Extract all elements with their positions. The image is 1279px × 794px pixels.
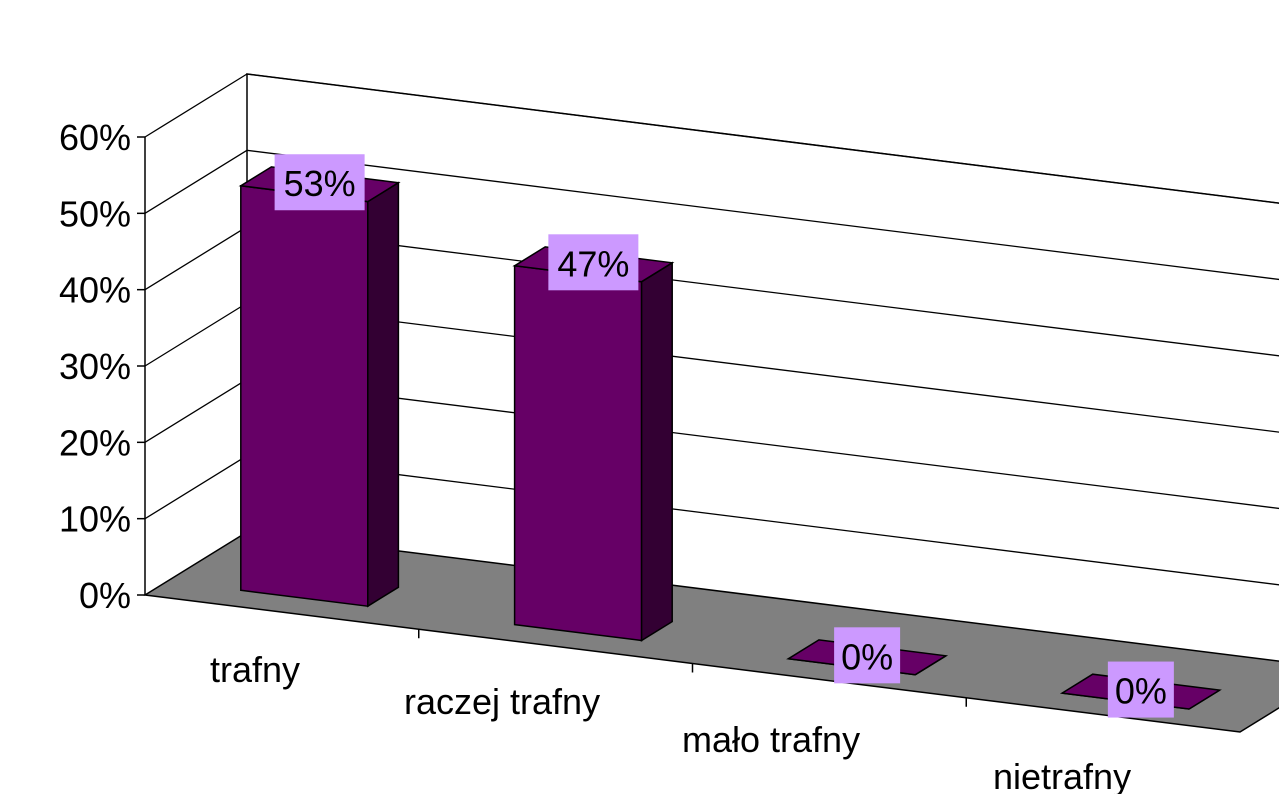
bar (512, 246, 675, 642)
y-tick-label: 0% (79, 575, 131, 616)
data-label: 47% (548, 234, 639, 291)
category-label: trafny (210, 649, 300, 690)
y-tick-label: 60% (59, 117, 131, 158)
category-labels: trafny raczej trafny mało trafny nietrafny (210, 649, 1131, 794)
y-tick-label: 30% (59, 346, 131, 387)
data-label-bg (274, 154, 365, 211)
data-label-text: 53% (284, 163, 356, 204)
data-label-bg (834, 627, 901, 684)
chart-floor (142, 531, 1279, 733)
data-label-text: 0% (1115, 671, 1167, 712)
value-axis (137, 136, 967, 707)
y-tick-label: 50% (59, 193, 131, 234)
data-labels: 53% 47% 0% 0% (274, 154, 1174, 718)
data-label-text: 0% (841, 636, 893, 677)
bar-front (513, 264, 643, 642)
data-label-bg (1107, 661, 1174, 718)
bar-side (367, 181, 400, 608)
gridline (144, 149, 1279, 281)
gridline (144, 73, 1279, 204)
category-label: mało trafny (682, 719, 860, 760)
y-tick-label: 40% (59, 270, 131, 311)
bar-front (240, 184, 369, 608)
category-label: raczej trafny (404, 681, 600, 722)
chart-walls (246, 73, 1279, 532)
bar-side (640, 261, 673, 642)
bar (238, 166, 401, 608)
category-label: nietrafny (993, 756, 1131, 794)
data-label-text: 47% (557, 243, 629, 284)
back-wall-edge (246, 73, 1279, 532)
y-tick-label: 10% (59, 499, 131, 540)
data-label: 0% (834, 627, 901, 684)
y-tick-label: 20% (59, 422, 131, 463)
data-label: 53% (274, 154, 365, 211)
data-label: 0% (1107, 661, 1174, 718)
floor (142, 531, 1279, 733)
tick-labels: 0% 10% 20% 30% 40% 50% 60% (59, 117, 131, 616)
data-label-bg (548, 234, 639, 291)
